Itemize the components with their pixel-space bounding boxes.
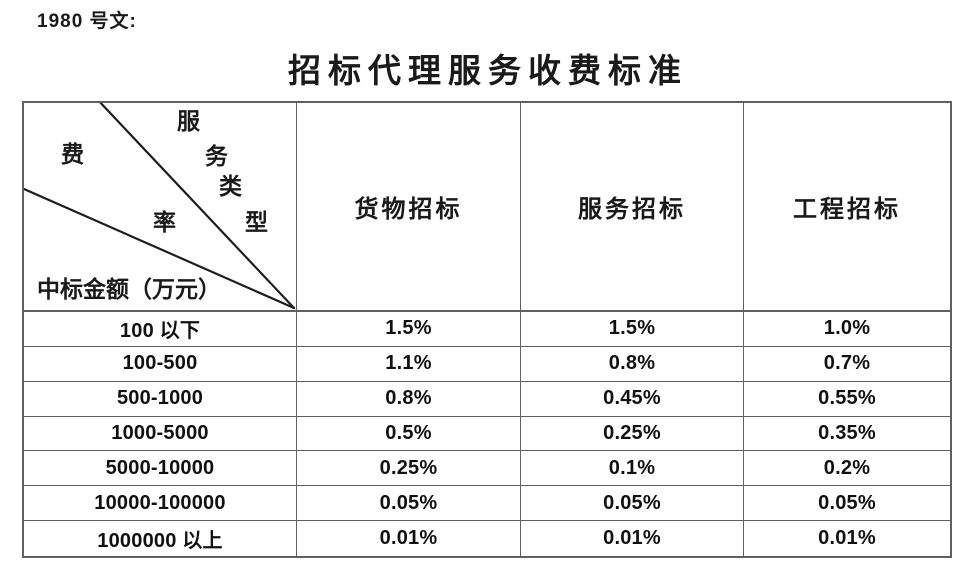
table-cell: 0.01% — [818, 527, 876, 550]
table-cell: 0.05% — [297, 486, 521, 522]
row-label: 500-1000 — [24, 381, 297, 417]
page-title: 招标代理服务收费标准 — [288, 54, 688, 90]
row-label: 100 以下 — [24, 312, 297, 347]
table-cell: 0.45% — [521, 381, 744, 417]
row-label: 1000-5000 — [24, 416, 297, 452]
table-cell: 0.35% — [744, 417, 950, 452]
table-cell: 0.5% — [297, 416, 521, 452]
table-corner-cell: 服 务 类 型 费 率 中标金额（万元） — [24, 103, 297, 312]
table-cell: 0.55% — [744, 382, 950, 417]
table-cell: 0.2% — [744, 451, 950, 487]
table-cell: 0.01% — [297, 521, 521, 556]
table-cell: 0.05% — [744, 486, 950, 522]
corner-label-service-type-char: 服 — [177, 109, 200, 134]
row-label: 5000-10000 — [24, 451, 297, 487]
row-label: 100-500 — [24, 346, 297, 382]
doc-ref-note: 1980 号文: — [37, 11, 137, 32]
table-cell: 0.8% — [521, 346, 744, 382]
row-label: 1000000 以上 — [24, 521, 297, 556]
corner-label-fee-rate-char: 率 — [153, 210, 176, 235]
corner-label-fee-rate-char: 费 — [61, 142, 84, 167]
table-cell: 0.25% — [521, 416, 744, 452]
row-label: 10000-100000 — [24, 486, 297, 522]
diagonal-divider-lines — [24, 103, 296, 310]
corner-label-service-type-char: 务 — [205, 144, 228, 169]
table-cell: 1.0% — [744, 312, 950, 347]
corner-amount-label: 中标金额（万元） — [37, 277, 221, 303]
table-cell: 0.8% — [297, 381, 521, 417]
corner-label-service-type-char: 型 — [245, 210, 268, 235]
table-cell: 1.1% — [297, 346, 521, 382]
table-cell: 0.7% — [744, 347, 950, 382]
table-cell: 0.01% — [521, 521, 744, 556]
column-header-works: 工程招标 — [744, 103, 950, 312]
table-cell: 0.1% — [521, 451, 744, 487]
column-header-services: 服务招标 — [521, 103, 744, 312]
corner-label-service-type-char: 类 — [219, 174, 242, 199]
column-header-goods: 货物招标 — [297, 103, 521, 312]
table-cell: 0.25% — [297, 451, 521, 487]
table-cell: 0.05% — [521, 486, 744, 522]
table-cell: 1.5% — [297, 312, 521, 347]
table-cell: 1.5% — [521, 312, 744, 347]
fee-table: 服 务 类 型 费 率 中标金额（万元） 货物招标 服务招标 工程招标 100 … — [22, 101, 952, 558]
